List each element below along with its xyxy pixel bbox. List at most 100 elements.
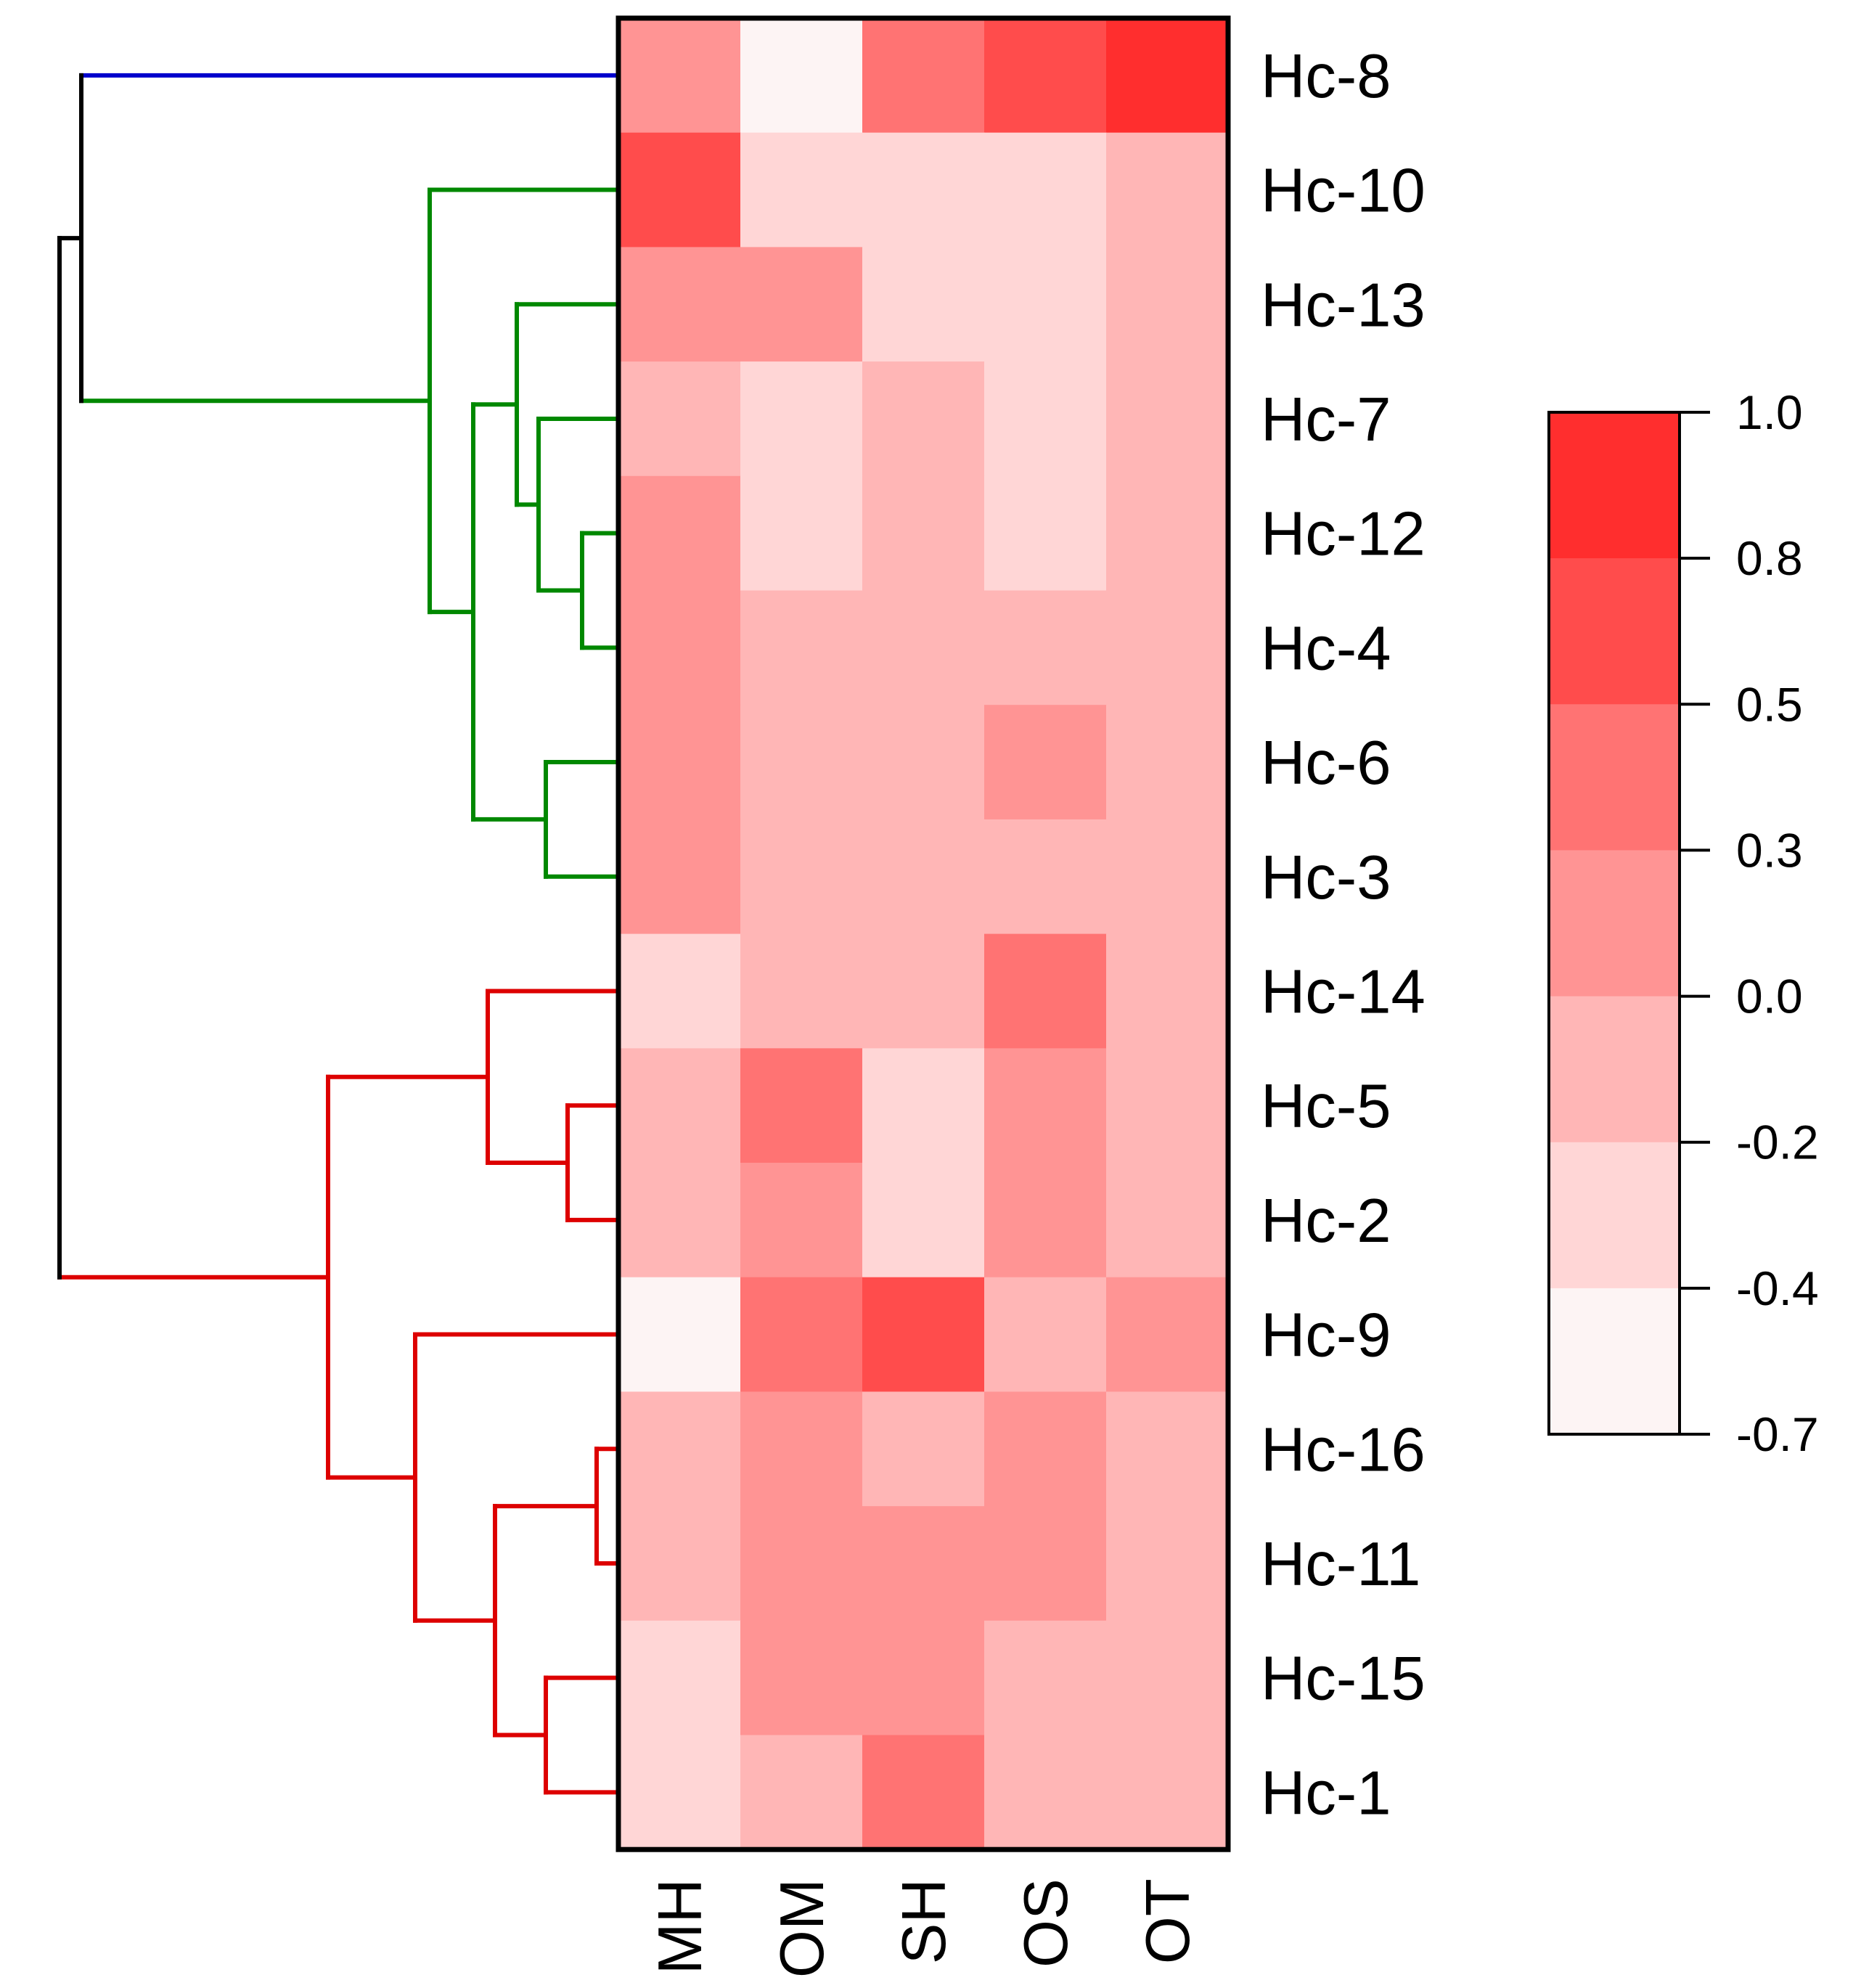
cell-hc-13-os (984, 247, 1107, 362)
cell-hc-9-os (984, 1277, 1107, 1392)
colorbar-bin-6 (1549, 1288, 1680, 1435)
cell-hc-12-os (984, 475, 1107, 592)
colorbar-bin-3 (1549, 850, 1680, 997)
cell-hc-2-sh (862, 1163, 985, 1278)
cell-hc-13-ot (1106, 247, 1229, 362)
cell-hc-6-sh (862, 705, 985, 820)
cell-hc-11-sh (862, 1506, 985, 1621)
row-label-hc-10: Hc-10 (1261, 157, 1426, 226)
cell-hc-4-mh (618, 590, 741, 705)
row-label-hc-16: Hc-16 (1261, 1415, 1426, 1484)
cell-hc-13-sh (862, 247, 985, 362)
column-labels: MH OM SH OS OT (646, 1878, 1203, 1978)
cell-hc-5-os (984, 1048, 1107, 1163)
cell-hc-2-mh (618, 1163, 741, 1278)
cell-hc-10-os (984, 132, 1107, 248)
cell-hc-11-ot (1106, 1506, 1229, 1621)
cell-hc-3-om (740, 819, 863, 935)
colorbar: 1.0 0.8 0.5 0.3 0.0 -0.2 -0.4 -0.7 (1547, 385, 1819, 1461)
cell-hc-15-os (984, 1620, 1107, 1736)
cell-hc-16-sh (862, 1391, 985, 1507)
cell-hc-10-ot (1106, 132, 1229, 248)
cell-hc-12-sh (862, 475, 985, 592)
colorbar-tick-label-2: 0.5 (1736, 677, 1803, 731)
cell-hc-9-om (740, 1277, 863, 1392)
cell-hc-4-ot (1106, 590, 1229, 705)
col-label-os: OS (1012, 1878, 1081, 1968)
colorbar-tick-label-0: 1.0 (1736, 385, 1803, 439)
cell-hc-13-om (740, 247, 863, 362)
cell-hc-15-om (740, 1620, 863, 1736)
cell-hc-15-sh (862, 1620, 985, 1736)
col-label-om: OM (768, 1878, 837, 1978)
cell-hc-2-om (740, 1163, 863, 1278)
colorbar-tick-label-4: 0.0 (1736, 970, 1803, 1023)
col-label-ot: OT (1134, 1878, 1203, 1964)
row-labels: Hc-8 Hc-10 Hc-13 Hc-7 Hc-12 Hc-4 Hc-6 Hc-3 Hc-14… (1261, 42, 1426, 1828)
cell-hc-7-os (984, 361, 1107, 477)
colorbar-bin-2 (1549, 704, 1680, 851)
colorbar-tick-label-5: -0.2 (1736, 1116, 1819, 1169)
cell-hc-12-om (740, 475, 863, 592)
colorbar-bin-5 (1549, 1142, 1680, 1289)
heatmap-frame (615, 15, 1231, 1852)
cell-hc-9-mh (618, 1277, 741, 1392)
cell-hc-15-mh (618, 1620, 741, 1736)
row-label-hc-12: Hc-12 (1261, 500, 1426, 569)
cell-hc-1-sh (862, 1735, 985, 1850)
cell-hc-16-mh (618, 1391, 741, 1507)
cell-hc-16-ot (1106, 1391, 1229, 1507)
cell-hc-6-mh (618, 705, 741, 820)
row-label-hc-2: Hc-2 (1261, 1187, 1391, 1256)
cell-hc-1-om (740, 1735, 863, 1850)
row-label-hc-13: Hc-13 (1261, 271, 1426, 340)
cell-hc-13-mh (618, 247, 741, 362)
cell-hc-10-mh (618, 132, 741, 248)
col-label-sh: SH (890, 1878, 959, 1964)
cell-hc-15-ot (1106, 1620, 1229, 1736)
colorbar-tick-label-3: 0.3 (1736, 823, 1803, 877)
row-label-hc-4: Hc-4 (1261, 614, 1391, 683)
col-label-mh: MH (646, 1878, 715, 1974)
colorbar-bin-1 (1549, 558, 1680, 705)
cell-hc-4-om (740, 590, 863, 705)
cell-hc-7-sh (862, 361, 985, 477)
cell-hc-8-mh (618, 18, 741, 134)
row-label-hc-9: Hc-9 (1261, 1301, 1391, 1370)
cell-hc-4-sh (862, 590, 985, 705)
heatmap-cells (618, 18, 1229, 1850)
cell-hc-2-os (984, 1163, 1107, 1278)
colorbar-bin-0 (1549, 412, 1680, 559)
cell-hc-5-om (740, 1048, 863, 1163)
cell-hc-8-sh (862, 18, 985, 134)
cell-hc-14-om (740, 933, 863, 1049)
row-label-hc-11: Hc-11 (1261, 1530, 1420, 1599)
row-dendrogram (57, 73, 621, 1795)
cell-hc-16-os (984, 1391, 1107, 1507)
cell-hc-11-os (984, 1506, 1107, 1621)
row-label-hc-8: Hc-8 (1261, 42, 1391, 111)
cell-hc-1-os (984, 1735, 1107, 1850)
colorbar-frame (1547, 411, 1681, 1436)
cell-hc-12-mh (618, 475, 741, 592)
cell-hc-8-ot (1106, 18, 1229, 134)
cell-hc-12-ot (1106, 475, 1229, 592)
cell-hc-10-om (740, 132, 863, 248)
row-label-hc-7: Hc-7 (1261, 385, 1391, 454)
row-label-hc-3: Hc-3 (1261, 843, 1391, 912)
cell-hc-14-sh (862, 933, 985, 1049)
cell-hc-7-ot (1106, 361, 1229, 477)
cell-hc-5-sh (862, 1048, 985, 1163)
cell-hc-4-os (984, 590, 1107, 705)
cell-hc-1-mh (618, 1735, 741, 1850)
row-label-hc-14: Hc-14 (1261, 957, 1426, 1026)
cell-hc-7-mh (618, 361, 741, 477)
cell-hc-6-ot (1106, 705, 1229, 820)
cell-hc-7-om (740, 361, 863, 477)
cell-hc-5-ot (1106, 1048, 1229, 1163)
cell-hc-14-mh (618, 933, 741, 1049)
colorbar-tick-label-1: 0.8 (1736, 531, 1803, 585)
cell-hc-11-mh (618, 1506, 741, 1621)
row-label-hc-15: Hc-15 (1261, 1645, 1426, 1714)
